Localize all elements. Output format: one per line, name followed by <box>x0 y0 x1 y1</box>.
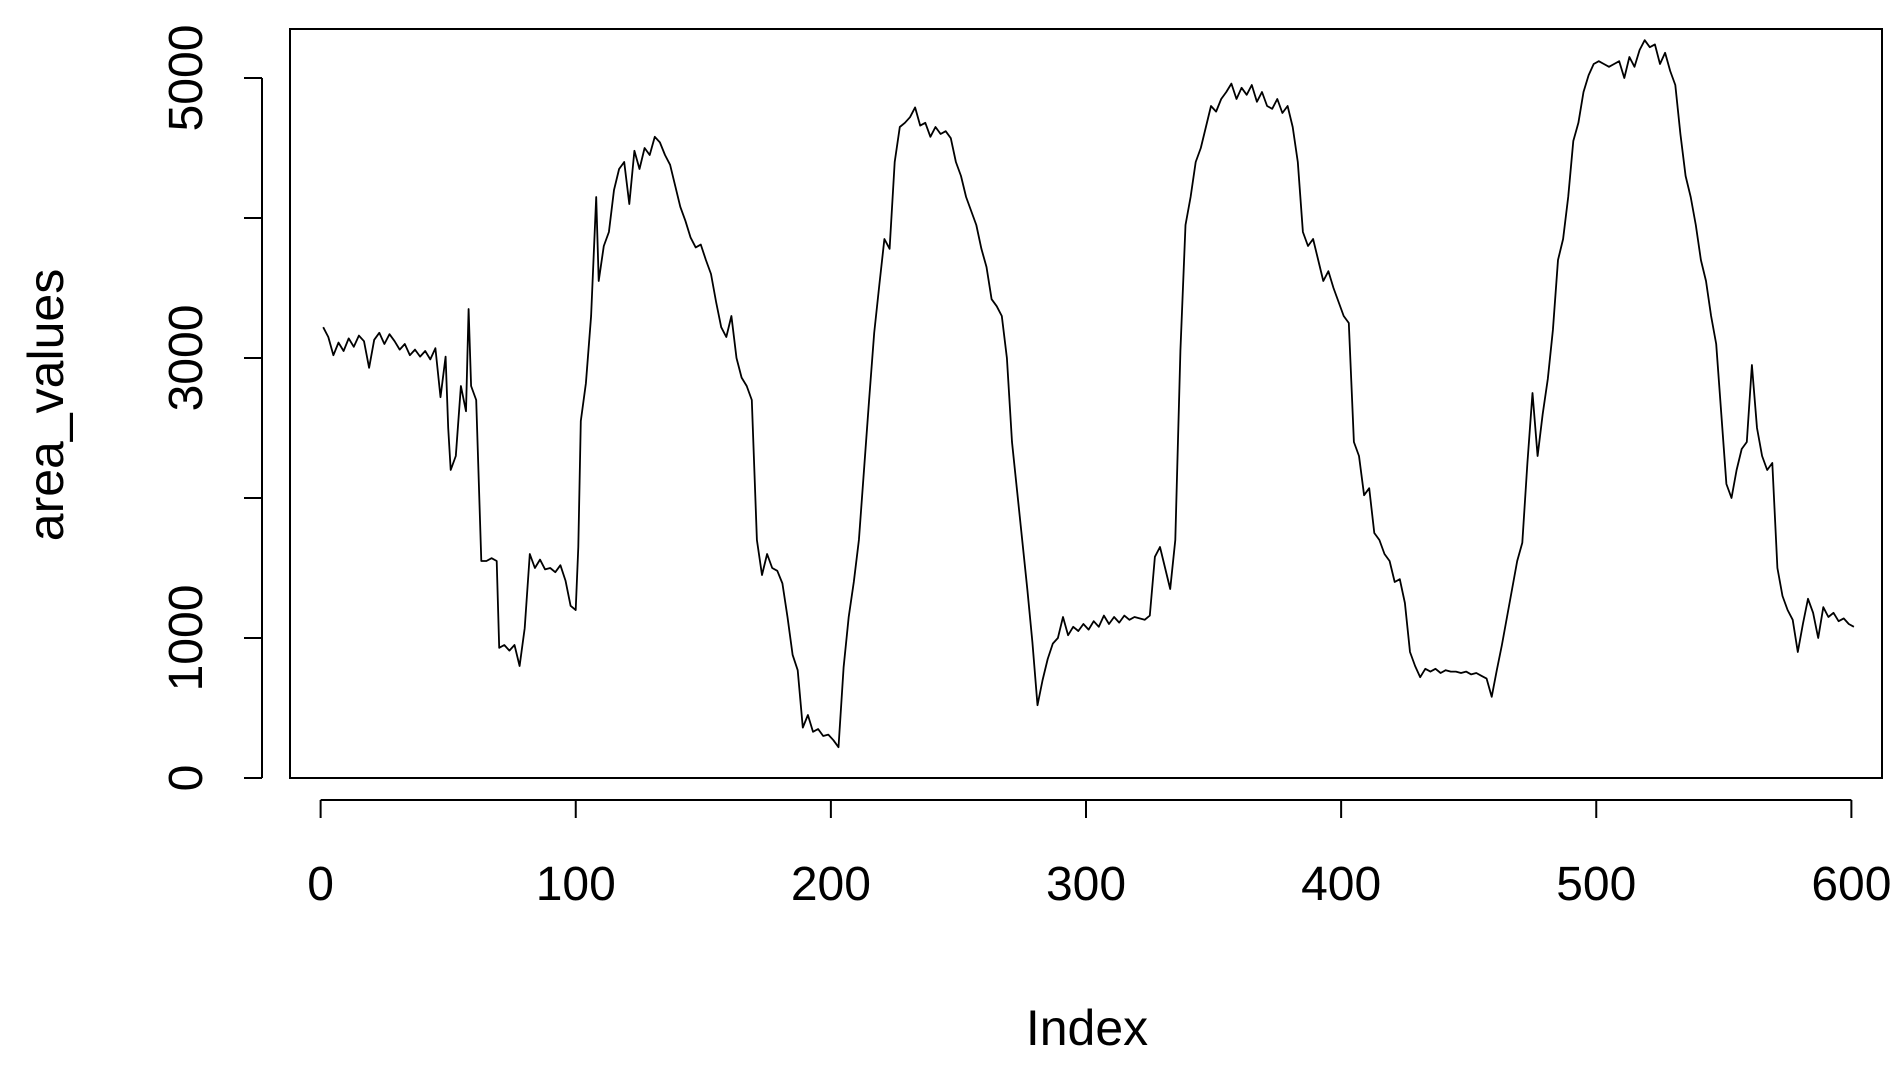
y-tick-label: 0 <box>160 765 213 792</box>
x-tick-label: 0 <box>307 858 334 911</box>
y-tick-label: 3000 <box>160 305 213 412</box>
x-tick-label: 500 <box>1556 858 1636 911</box>
x-tick-label: 100 <box>536 858 616 911</box>
y-axis-label: area_values <box>18 269 74 541</box>
x-tick-label: 600 <box>1811 858 1891 911</box>
y-tick-label: 1000 <box>160 585 213 692</box>
x-axis: 0 100 200 300 400 500 600 <box>307 799 1891 911</box>
x-axis-label: Index <box>1026 1000 1148 1056</box>
y-axis: 0 1000 3000 5000 <box>160 25 263 792</box>
x-tick-label: 300 <box>1046 858 1126 911</box>
plot-frame <box>289 28 1883 779</box>
area-values-line <box>322 39 1855 749</box>
y-tick-label: 5000 <box>160 25 213 132</box>
x-tick-label: 400 <box>1301 858 1381 911</box>
x-tick-label: 200 <box>791 858 871 911</box>
